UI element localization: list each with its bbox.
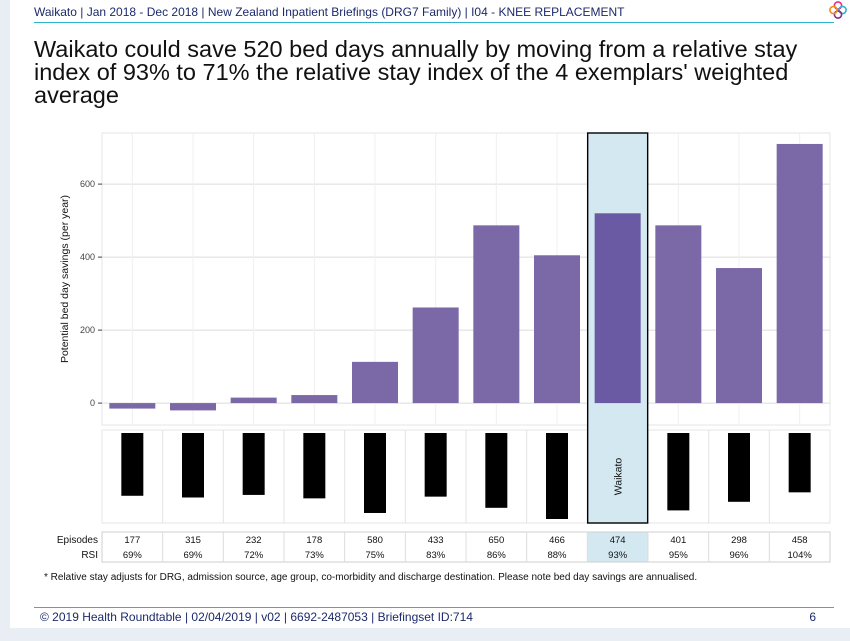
rsi-cell: 72%: [244, 550, 264, 561]
page-title: Waikato could save 520 bed days annually…: [34, 36, 798, 108]
left-rail: [0, 0, 10, 641]
lower-bar: [667, 433, 690, 511]
episodes-cell: 232: [246, 535, 262, 546]
bar: [473, 225, 520, 404]
episodes-cell: 298: [731, 535, 747, 546]
rsi-cell: 104%: [788, 550, 813, 561]
episodes-cell: 466: [549, 535, 565, 546]
episodes-cell: 401: [670, 535, 686, 546]
bar: [352, 361, 398, 404]
lower-bar: [364, 433, 386, 513]
roundtable-flower-logo-icon: [829, 1, 847, 19]
bottom-band: [0, 628, 850, 641]
bar: [170, 403, 216, 411]
bar: [412, 307, 459, 404]
episodes-cell: 177: [124, 535, 140, 546]
rsi-cell: 75%: [365, 550, 385, 561]
episodes-cell: 474: [610, 535, 626, 546]
table-highlight: [587, 532, 648, 562]
footer: © 2019 Health Roundtable | 02/04/2019 | …: [34, 607, 834, 624]
lower-bar: [303, 433, 326, 499]
lower-bar: [424, 433, 447, 497]
rsi-cell: 69%: [183, 550, 203, 561]
episodes-cell: 458: [792, 535, 808, 546]
y-tick-label: 0: [90, 398, 95, 408]
upper-panel: [101, 132, 831, 426]
rsi-row-label: RSI: [81, 550, 98, 561]
episodes-row-label: Episodes: [57, 535, 98, 546]
header-breadcrumb: Waikato | Jan 2018 - Dec 2018 | New Zeal…: [34, 5, 625, 19]
lower-bar: [182, 433, 204, 498]
rsi-cell: 69%: [123, 550, 143, 561]
episodes-cell: 315: [185, 535, 201, 546]
lower-bar: [121, 433, 144, 496]
rsi-cell: 88%: [547, 550, 567, 561]
highlight-label: Waikato: [613, 458, 625, 496]
page-number: 6: [809, 610, 816, 624]
episodes-cell: 580: [367, 535, 383, 546]
bar: [594, 213, 641, 404]
rsi-cell: 86%: [487, 550, 507, 561]
footnote: * Relative stay adjusts for DRG, admissi…: [44, 572, 698, 583]
lower-bar: [242, 433, 265, 495]
bar: [291, 395, 338, 404]
highlight-border: [586, 132, 649, 524]
bar: [109, 403, 156, 409]
episodes-cell: 650: [488, 535, 504, 546]
bar: [776, 143, 823, 404]
y-axis-label: Potential bed day savings (per year): [59, 195, 71, 363]
rsi-cell: 95%: [669, 550, 689, 561]
bar: [534, 255, 580, 404]
rsi-cell: 93%: [608, 550, 628, 561]
bar: [230, 397, 277, 404]
bar: [716, 268, 762, 404]
lower-bar: [728, 433, 750, 502]
rsi-cell: 83%: [426, 550, 446, 561]
y-tick-label: 200: [80, 325, 95, 335]
lower-bar: [485, 433, 508, 508]
bar: [655, 225, 702, 404]
rsi-cell: 96%: [729, 550, 749, 561]
episodes-cell: 433: [428, 535, 444, 546]
rsi-cell: 73%: [305, 550, 325, 561]
header-bar: Waikato | Jan 2018 - Dec 2018 | New Zeal…: [34, 0, 847, 23]
y-tick-label: 600: [80, 179, 95, 189]
lower-bar: [546, 433, 568, 519]
lower-bar: [788, 433, 811, 493]
episodes-cell: 178: [306, 535, 322, 546]
y-tick-label: 400: [80, 252, 95, 262]
footer-info: © 2019 Health Roundtable | 02/04/2019 | …: [40, 610, 473, 624]
